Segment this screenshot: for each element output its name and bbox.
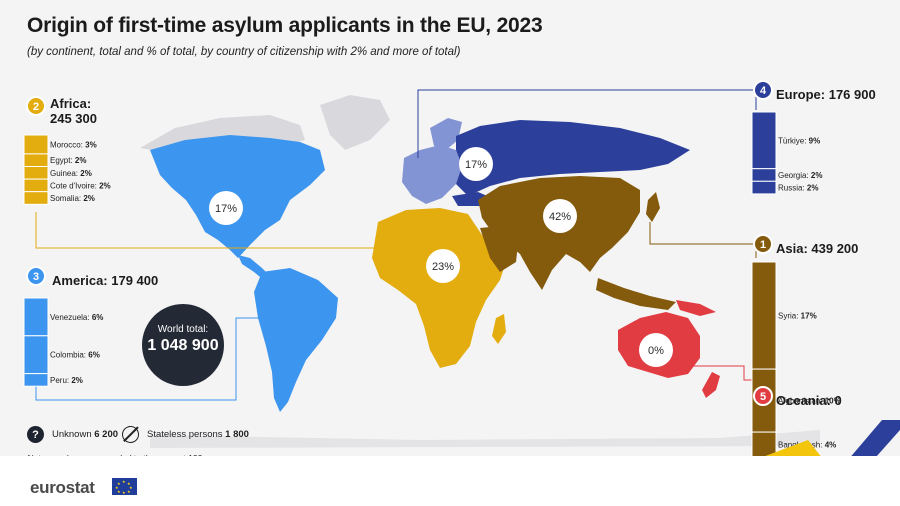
country-label-afghanistan: Afghanistan: 10% — [778, 397, 841, 406]
bar-segment-guinea — [23, 166, 49, 180]
map-scandinavia — [430, 118, 462, 150]
bar-segment-somalia — [23, 191, 49, 205]
bar-segment-georgia — [751, 168, 777, 182]
map-antarctica — [150, 430, 820, 448]
leader-lines — [35, 89, 763, 401]
footer-band — [0, 456, 900, 506]
continent-heading-europe: Europe: 176 900 — [776, 87, 876, 102]
map-europe-russia — [456, 120, 690, 196]
rank-number-europe: 4 — [760, 85, 767, 97]
bar-segment-cote-d-ivoire — [23, 178, 49, 193]
eurostat-logo: eurostat — [30, 478, 95, 497]
stateless-icon — [122, 426, 139, 443]
map-asia — [478, 176, 640, 290]
country-label-somalia: Somalia: 2% — [50, 194, 95, 203]
country-label-colombia: Colombia: 6% — [50, 351, 100, 360]
map-europe-eu — [402, 145, 462, 204]
country-label-t-rkiye: Türkiye: 9% — [778, 136, 820, 145]
share-bubble-africa — [426, 249, 460, 283]
share-bubble-america — [209, 191, 243, 225]
country-label-venezuela: Venezuela: 6% — [50, 313, 103, 322]
country-label-egypt: Egypt: 2% — [50, 156, 86, 165]
bar-segment-egypt — [23, 153, 49, 167]
rank-number-oceania: 5 — [760, 391, 766, 403]
map-south-america — [254, 268, 338, 412]
world-total-label: World total: — [157, 324, 209, 335]
share-label-asia: 42% — [549, 211, 571, 223]
rank-number-america: 3 — [33, 271, 39, 283]
share-bubble-europe — [459, 147, 493, 181]
share-bubbles: 23% 17% 17% 42% 0% — [209, 147, 673, 367]
legend-unknown-value: 6 200 — [94, 429, 119, 440]
legend-unknown-label: Unknown — [52, 429, 92, 440]
map-new-zealand — [702, 372, 720, 398]
rank-number-africa: 2 — [33, 101, 39, 113]
country-label-cote-d-ivoire: Cote d'Ivoire: 2% — [50, 181, 111, 190]
legend-unknown: ? Unknown 6 200 — [27, 426, 118, 443]
leader-line-africa — [35, 212, 440, 249]
question-icon: ? — [27, 426, 44, 443]
continent-heading-asia: Asia: 439 200 — [776, 241, 858, 256]
rank-badge-oceania — [753, 386, 773, 406]
chart-subtitle: (by continent, total and % of total, by … — [27, 46, 461, 58]
bar-segment-syria — [751, 261, 777, 370]
legend-stateless: Stateless persons 1 800 — [122, 426, 249, 443]
bar-segment-peru — [23, 373, 49, 387]
leader-line-europe — [417, 89, 757, 158]
bar-segment-colombia — [23, 335, 49, 375]
continent-heading-oceania: Oceania: 0 — [776, 393, 842, 408]
map-arabia — [480, 226, 518, 272]
bar-segment-venezuela — [23, 297, 49, 337]
share-label-oceania: 0% — [648, 345, 664, 357]
continent-panels: 2 Africa:245 300 Morocco: 3% Egypt: 2% Guine… — [23, 80, 876, 490]
share-label-europe: 17% — [465, 159, 487, 171]
map-japan — [646, 192, 660, 222]
rank-number-asia: 1 — [760, 239, 766, 251]
leader-line-asia — [649, 222, 757, 258]
map-southeast-asia — [596, 278, 676, 310]
leader-line-oceania — [690, 365, 763, 386]
bar-segment-bangladesh — [751, 431, 777, 458]
share-bubble-oceania — [639, 333, 673, 367]
bar-segment-morocco — [23, 134, 49, 155]
bar-segment-russia — [751, 180, 777, 195]
map-greenland — [320, 95, 390, 150]
share-label-africa: 23% — [432, 261, 454, 273]
eu-flag-icon: ★ ★ ★ ★ ★ ★ ★ ★ — [112, 478, 137, 495]
rank-badge-africa — [26, 96, 46, 116]
rank-badge-america — [26, 266, 46, 286]
country-label-morocco: Morocco: 3% — [50, 140, 97, 149]
country-label-russia: Russia: 2% — [778, 184, 818, 193]
country-label-georgia: Georgia: 2% — [778, 171, 822, 180]
country-label-peru: Peru: 2% — [50, 376, 83, 385]
legend-stateless-value: 1 800 — [225, 429, 249, 440]
continent-total-africa: 245 300 — [50, 111, 97, 126]
rank-badge-europe — [753, 80, 773, 100]
continent-heading-america: America: 179 400 — [52, 273, 158, 288]
country-label-syria: Syria: 17% — [778, 312, 817, 321]
country-label-guinea: Guinea: 2% — [50, 169, 92, 178]
legend-stateless-label: Stateless persons — [147, 429, 223, 440]
bar-segment-t-rkiye — [751, 111, 777, 170]
map-madagascar — [492, 314, 506, 344]
chart-title: Origin of first-time asylum applicants i… — [27, 14, 543, 37]
leader-line-america — [35, 317, 300, 401]
world-total-badge: World total: 1 048 900 — [142, 304, 224, 386]
share-bubble-asia — [543, 199, 577, 233]
rank-badge-asia — [753, 234, 773, 254]
map-papua — [676, 300, 716, 316]
share-label-america: 17% — [215, 203, 237, 215]
world-map — [140, 95, 820, 448]
continent-name-africa: Africa: — [50, 96, 91, 111]
world-total-value: 1 048 900 — [147, 337, 219, 354]
